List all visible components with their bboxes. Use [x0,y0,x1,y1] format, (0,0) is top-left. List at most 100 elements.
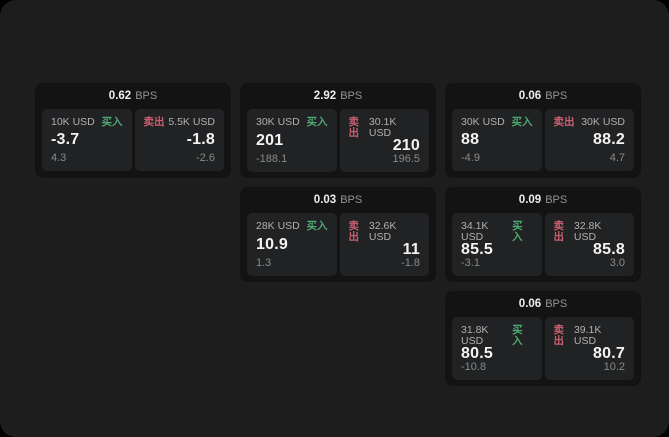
buy-price: 10.9 [256,235,288,253]
side-panels: 28K USD 买入 10.9 1.3 卖出 32.6K USD 11 -1.8 [240,210,436,283]
card-header: 0.09 BPS [445,187,641,210]
buy-delta: -188.1 [256,153,288,165]
sell-panel-top: 卖出 5.5K USD [144,117,216,128]
sell-amount: 30.1K USD [368,116,397,139]
quote-card-1: 0.62 BPS 10K USD 买入 -3.7 4.3 卖出 5.5K USD [35,83,231,178]
card-header: 0.06 BPS [445,83,641,106]
buy-price: 85.5 [461,241,493,258]
buy-side-label: 买入 [306,116,328,128]
buy-amount: 28K USD [256,220,300,232]
sell-price: 210 [392,137,420,154]
card-header: 2.92 BPS [240,83,436,106]
sell-panel[interactable]: 卖出 32.6K USD 11 -1.8 [339,213,429,276]
buy-panel[interactable]: 30K USD 买入 201 -188.1 [247,109,337,172]
sell-price: 88.2 [593,131,625,149]
bps-unit-label: BPS [545,298,568,310]
sell-price: 11 [402,241,420,258]
sell-panel-top: 卖出 32.6K USD [349,221,421,242]
buy-panel[interactable]: 28K USD 买入 10.9 1.3 [247,213,337,276]
buy-side-label: 买入 [101,116,123,128]
bps-value: 0.09 [518,194,542,206]
buy-panel[interactable]: 34.1K USD 买入 85.5 -3.1 [452,213,542,276]
buy-delta: -3.1 [461,257,480,269]
bps-value: 0.06 [518,298,542,310]
buy-delta: -10.8 [461,361,487,373]
sell-panel[interactable]: 卖出 30.1K USD 210 196.5 [339,109,429,172]
sell-side-label: 卖出 [553,324,565,347]
side-panels: 30K USD 买入 201 -188.1 卖出 30.1K USD 210 1… [240,106,436,179]
side-panels: 10K USD 买入 -3.7 4.3 卖出 5.5K USD -1.8 -2.… [35,106,231,178]
buy-side-label: 买入 [511,116,533,128]
buy-amount: 34.1K USD [461,220,489,243]
sell-panel[interactable]: 卖出 39.1K USD 80.7 10.2 [544,317,634,380]
buy-price: 201 [256,131,284,149]
quote-card-2: 2.92 BPS 30K USD 买入 201 -188.1 卖出 30.1K … [240,83,436,178]
sell-panel[interactable]: 卖出 32.8K USD 85.8 3.0 [544,213,634,276]
bps-value: 0.03 [313,194,337,206]
sell-panel-top: 卖出 30K USD [554,117,626,128]
side-panels: 30K USD 买入 88 -4.9 卖出 30K USD 88.2 4.7 [445,106,641,178]
card-header: 0.06 BPS [445,291,641,314]
card-header: 0.62 BPS [35,83,231,106]
buy-amount: 10K USD [51,116,95,128]
bps-unit-label: BPS [340,194,363,206]
sell-side-label: 卖出 [348,220,360,243]
quote-card-4: 0.03 BPS 28K USD 买入 10.9 1.3 卖出 32.6K US… [240,187,436,282]
sell-delta: 196.5 [392,153,420,165]
bps-value: 0.06 [518,90,542,102]
bps-value: 2.92 [313,90,337,102]
buy-side-label: 买入 [306,220,328,232]
sell-side-label: 卖出 [348,116,360,139]
buy-panel-top: 30K USD 买入 [461,117,533,128]
buy-panel[interactable]: 31.8K USD 买入 80.5 -10.8 [452,317,542,380]
buy-price: -3.7 [51,131,80,149]
sell-delta: 3.0 [609,257,625,269]
buy-panel[interactable]: 10K USD 买入 -3.7 4.3 [42,109,132,171]
sell-amount: 30K USD [581,116,625,128]
sell-amount: 32.8K USD [573,220,602,243]
quote-card-5: 0.09 BPS 34.1K USD 买入 85.5 -3.1 卖出 32.8K… [445,187,641,282]
sell-amount: 39.1K USD [573,324,602,347]
buy-panel-top: 28K USD 买入 [256,221,328,232]
sell-panel[interactable]: 卖出 30K USD 88.2 4.7 [544,109,634,171]
sell-delta: 4.7 [609,152,625,164]
buy-amount: 31.8K USD [461,324,489,347]
buy-delta: 1.3 [256,257,272,269]
sell-price: 80.7 [593,345,625,362]
quote-card-3: 0.06 BPS 30K USD 买入 88 -4.9 卖出 30K USD [445,83,641,178]
quote-card-6: 0.06 BPS 31.8K USD 买入 80.5 -10.8 卖出 39.1… [445,291,641,386]
sell-side-label: 卖出 [553,116,575,128]
buy-panel-top: 34.1K USD 买入 [461,221,533,242]
sell-delta: -2.6 [196,152,215,164]
sell-price: -1.8 [186,131,215,149]
card-header: 0.03 BPS [240,187,436,210]
buy-delta: -4.9 [461,152,480,164]
buy-delta: 4.3 [51,152,67,164]
sell-amount: 32.6K USD [368,220,397,243]
buy-side-label: 买入 [512,324,523,347]
buy-price: 80.5 [461,345,493,362]
side-panels: 31.8K USD 买入 80.5 -10.8 卖出 39.1K USD 80.… [445,314,641,387]
sell-panel-top: 卖出 39.1K USD [554,325,626,346]
bps-unit-label: BPS [135,90,158,102]
buy-panel[interactable]: 30K USD 买入 88 -4.9 [452,109,542,171]
sell-panel-top: 卖出 32.8K USD [554,221,626,242]
sell-price: 85.8 [593,241,625,258]
buy-panel-top: 30K USD 买入 [256,117,328,128]
sell-side-label: 卖出 [143,116,165,128]
sell-panel[interactable]: 卖出 5.5K USD -1.8 -2.6 [134,109,224,171]
bps-value: 0.62 [108,90,132,102]
quote-card-grid: 0.62 BPS 10K USD 买入 -3.7 4.3 卖出 5.5K USD [35,83,641,386]
sell-panel-top: 卖出 30.1K USD [349,117,421,138]
buy-price: 88 [461,131,480,149]
bps-unit-label: BPS [545,194,568,206]
bps-unit-label: BPS [545,90,568,102]
side-panels: 34.1K USD 买入 85.5 -3.1 卖出 32.8K USD 85.8… [445,210,641,283]
sell-delta: -1.8 [401,257,420,269]
bps-unit-label: BPS [340,90,363,102]
buy-amount: 30K USD [461,116,505,128]
buy-side-label: 买入 [512,220,523,243]
sell-amount: 5.5K USD [168,116,215,128]
buy-panel-top: 31.8K USD 买入 [461,325,533,346]
